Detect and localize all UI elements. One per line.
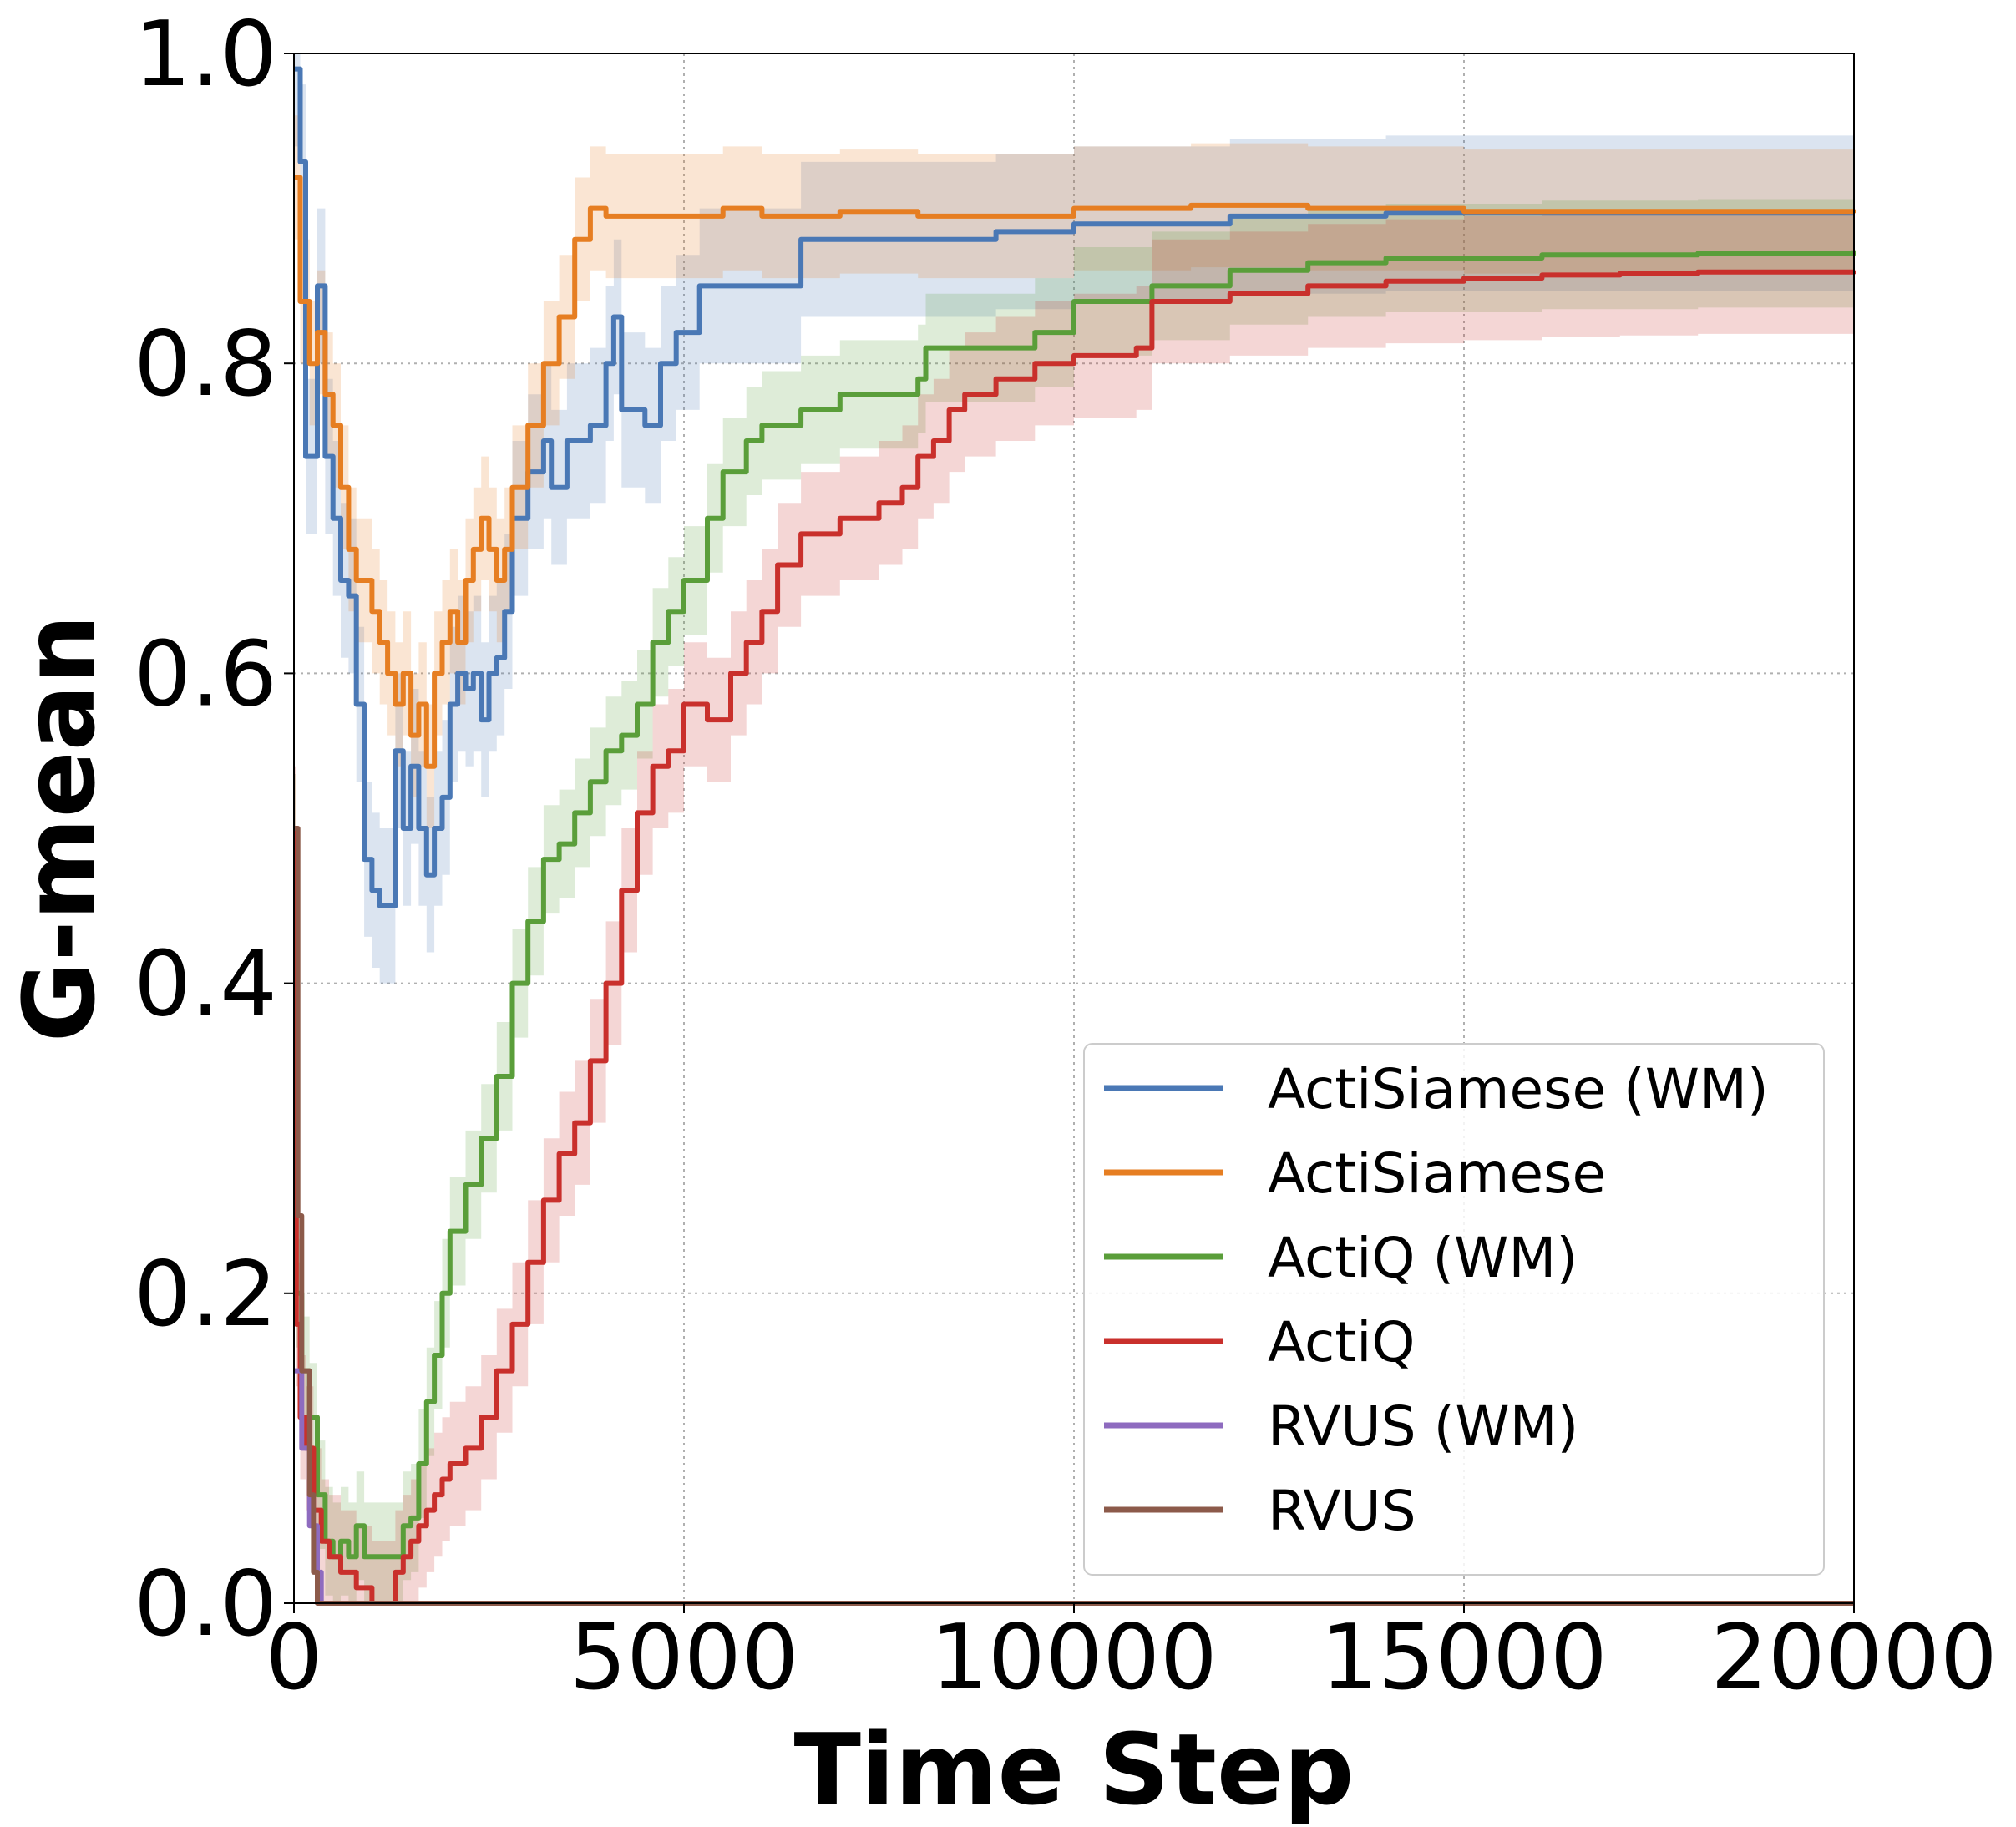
legend: ActiSiamese (WM) ActiSiamese ActiQ (WM) Act… (1083, 1043, 1825, 1576)
line-rvus (294, 826, 1854, 1606)
band-actisiamese-wm (294, 53, 1854, 984)
series-lines (293, 66, 1856, 1606)
legend-label-actiq-wm: ActiQ (WM) (1268, 1226, 1578, 1290)
legend-label-actiq: ActiQ (1268, 1310, 1415, 1374)
y-tick-label: 0.0 (134, 1552, 277, 1657)
y-tick-label: 0.6 (134, 622, 277, 726)
y-tick-label: 0.2 (134, 1242, 277, 1347)
legend-label-rvus-wm: RVUS (WM) (1268, 1394, 1578, 1459)
x-tick-label: 15000 (1320, 1606, 1608, 1710)
x-axis-title: Time Step (794, 1712, 1355, 1827)
y-tick-label: 0.4 (134, 933, 277, 1037)
legend-label-actisiamese-wm: ActiSiamese (WM) (1268, 1057, 1769, 1121)
y-axis-title: G-mean (2, 615, 117, 1042)
axis-ticks: 0 5000 10000 15000 20000 0.0 0.2 0.4 0.6 0.8 1.0 (134, 3, 1998, 1710)
x-tick-label: 5000 (570, 1606, 799, 1710)
line-actisiamese (294, 175, 1856, 769)
legend-box (1083, 1043, 1825, 1576)
x-tick-label: 0 (266, 1606, 323, 1710)
legend-label-rvus: RVUS (1268, 1479, 1416, 1543)
x-tick-label: 20000 (1710, 1606, 1998, 1710)
y-tick-label: 1.0 (134, 3, 277, 107)
line-actiq-wm (293, 250, 1856, 1560)
band-actisiamese (294, 115, 1854, 828)
legend-label-actisiamese: ActiSiamese (1268, 1141, 1606, 1206)
y-tick-label: 0.8 (134, 312, 277, 417)
line-actisiamese-wm (294, 66, 1854, 908)
band-actiq-wm (294, 195, 1854, 1603)
x-tick-label: 10000 (930, 1606, 1218, 1710)
